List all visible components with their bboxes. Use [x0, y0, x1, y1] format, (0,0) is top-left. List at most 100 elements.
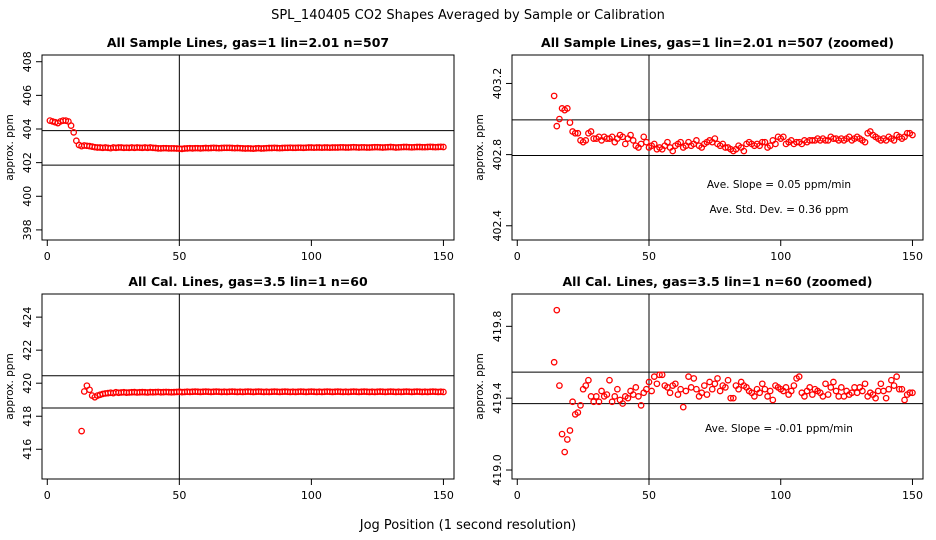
x-tick-label: 0	[514, 489, 521, 502]
plot-frame	[41, 293, 455, 480]
panel-title: All Cal. Lines, gas=3.5 lin=1 n=60	[128, 274, 368, 289]
data-points	[550, 306, 916, 456]
data-point	[708, 385, 716, 393]
data-point	[729, 394, 737, 402]
data-point	[614, 385, 621, 393]
plot-frame	[41, 54, 455, 241]
data-point	[888, 376, 895, 384]
panel-4: All Cal. Lines, gas=3.5 lin=1 n=60 (zoom…	[474, 274, 924, 502]
y-tick-label: 398	[21, 219, 34, 240]
data-point	[822, 137, 829, 144]
data-point	[677, 385, 684, 393]
data-point	[853, 389, 861, 397]
y-axis-label: approx. ppm	[474, 114, 486, 180]
data-point	[621, 140, 629, 148]
data-point	[830, 378, 837, 386]
data-point	[801, 393, 808, 400]
data-point	[669, 147, 677, 155]
data-point	[632, 384, 640, 391]
y-axis-label: approx. ppm	[474, 353, 486, 419]
y-tick-label: 419.8	[491, 311, 504, 343]
data-point	[582, 137, 590, 144]
data-point	[685, 373, 692, 380]
plot-annotation: Ave. Std. Dev. = 0.36 ppm	[709, 204, 848, 216]
data-point	[437, 143, 445, 151]
data-point	[611, 393, 619, 400]
data-point	[890, 137, 898, 144]
data-point	[643, 138, 650, 146]
data-point	[582, 382, 590, 389]
data-point	[679, 403, 687, 411]
y-tick-label: 402.4	[491, 210, 504, 242]
x-tick-label: 50	[642, 489, 656, 502]
data-point	[658, 371, 666, 379]
data-point	[574, 409, 582, 416]
data-point	[724, 376, 732, 384]
data-point	[561, 448, 569, 456]
y-tick-label: 422	[21, 340, 34, 361]
data-point	[587, 393, 595, 400]
data-point	[550, 92, 558, 100]
y-tick-label: 416	[21, 439, 34, 460]
data-point	[556, 115, 563, 123]
data-point	[874, 387, 882, 395]
data-point	[861, 380, 869, 388]
y-tick-label: 408	[21, 51, 34, 72]
data-point	[880, 387, 887, 395]
data-point	[664, 138, 671, 146]
data-points	[78, 382, 447, 435]
x-tick-label: 100	[301, 250, 322, 263]
x-tick-label: 0	[44, 489, 51, 502]
data-point	[629, 137, 637, 144]
y-tick-label: 403.2	[491, 68, 504, 100]
x-tick-label: 150	[902, 489, 923, 502]
data-point	[687, 384, 695, 391]
x-tick-label: 0	[44, 250, 51, 263]
data-point	[898, 385, 906, 393]
y-tick-label: 400	[21, 186, 34, 207]
x-tick-label: 100	[770, 250, 791, 263]
data-point	[592, 393, 600, 400]
y-tick-label: 406	[21, 85, 34, 106]
data-point	[885, 385, 893, 393]
data-point	[711, 380, 719, 388]
data-point	[693, 137, 700, 144]
data-point	[872, 394, 879, 402]
data-point	[566, 119, 574, 126]
data-point	[740, 147, 748, 155]
data-point	[772, 140, 779, 148]
data-point	[440, 388, 447, 396]
data-point	[808, 391, 816, 398]
data-point	[735, 385, 742, 393]
data-point	[78, 427, 85, 435]
data-point	[851, 384, 858, 391]
data-point	[682, 387, 690, 395]
data-point	[700, 382, 708, 389]
data-point	[790, 382, 798, 389]
plot-annotation: Ave. Slope = 0.05 ppm/min	[707, 179, 851, 191]
x-tick-label: 50	[172, 250, 186, 263]
data-point	[711, 135, 719, 142]
data-point	[722, 384, 729, 391]
data-point	[769, 396, 777, 404]
panel-title: All Sample Lines, gas=1 lin=2.01 n=507	[107, 35, 389, 50]
panels: All Sample Lines, gas=1 lin=2.01 n=507 0 5…	[4, 35, 924, 502]
data-point	[653, 380, 661, 388]
y-tick-label: 402	[21, 152, 34, 173]
figure-x-label: Jog Position (1 second resolution)	[359, 518, 577, 533]
y-axis-label: approx. ppm	[4, 353, 16, 419]
data-point	[574, 129, 582, 137]
data-point	[835, 393, 843, 400]
data-point	[648, 387, 655, 395]
data-point	[901, 396, 908, 404]
y-tick-label: 402.8	[491, 139, 504, 171]
data-point	[569, 398, 576, 406]
data-point	[827, 384, 835, 391]
data-point	[832, 387, 840, 395]
data-point	[751, 393, 758, 400]
data-point	[440, 143, 447, 151]
data-point	[714, 375, 721, 382]
data-point	[766, 387, 774, 395]
data-point	[86, 386, 93, 394]
